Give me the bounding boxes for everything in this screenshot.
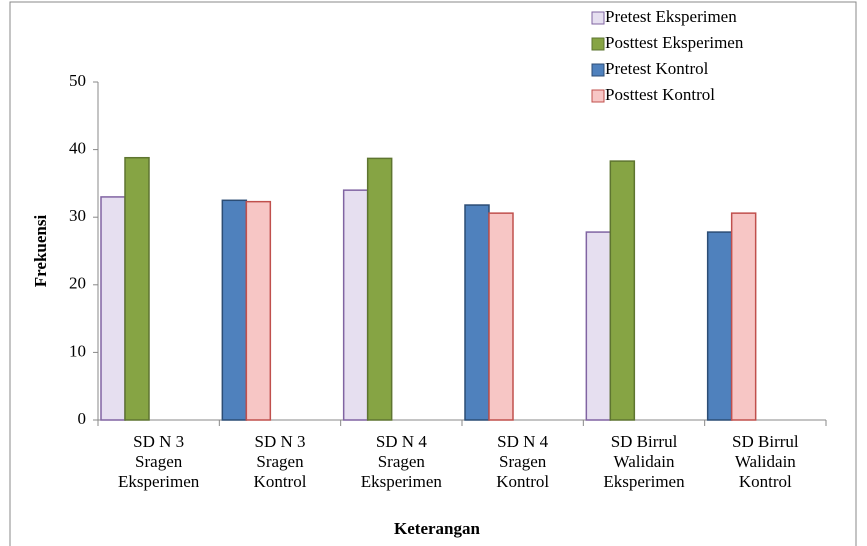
legend-label: Posttest Eksperimen: [605, 33, 744, 52]
y-tick-label: 20: [69, 274, 86, 293]
y-tick-label: 30: [69, 206, 86, 225]
bar: [366, 157, 393, 421]
bar: [221, 199, 248, 421]
y-tick-label: 40: [69, 139, 86, 158]
x-axis-title: Keterangan: [394, 519, 480, 538]
legend-swatch: [591, 11, 605, 25]
bar: [100, 196, 126, 421]
x-tick-label: SD N 4 Sragen Kontrol: [496, 432, 550, 491]
x-tick-label: SD N 4 Sragen Eksperimen: [360, 432, 442, 491]
legend-swatch: [591, 63, 605, 77]
y-tick-label: 0: [78, 409, 87, 428]
bar: [464, 204, 490, 421]
legend-label: Pretest Eksperimen: [605, 7, 737, 26]
legend-label: Pretest Kontrol: [605, 59, 709, 78]
x-tick-label: SD Birrul Walidain Eksperimen: [603, 432, 685, 491]
bar: [609, 160, 636, 421]
bar: [124, 156, 150, 421]
x-tick-label: SD Birrul Walidain Kontrol: [732, 432, 799, 491]
bar: [585, 231, 612, 421]
bar: [342, 189, 369, 421]
y-axis-title: Frekuensi: [31, 215, 50, 288]
x-tick-label: SD N 3 Sragen Kontrol: [253, 432, 307, 491]
chart-frame: [9, 1, 857, 546]
bar: [245, 200, 272, 421]
bar: [488, 212, 514, 421]
x-tick-label: SD N 3 Sragen Eksperimen: [118, 432, 200, 491]
bar: [730, 212, 757, 421]
y-tick-label: 50: [69, 71, 86, 90]
bar: [706, 231, 733, 421]
y-tick-label: 10: [69, 341, 86, 360]
legend-label: Posttest Kontrol: [605, 85, 715, 104]
legend-swatch: [591, 89, 605, 103]
legend-swatch: [591, 37, 605, 51]
